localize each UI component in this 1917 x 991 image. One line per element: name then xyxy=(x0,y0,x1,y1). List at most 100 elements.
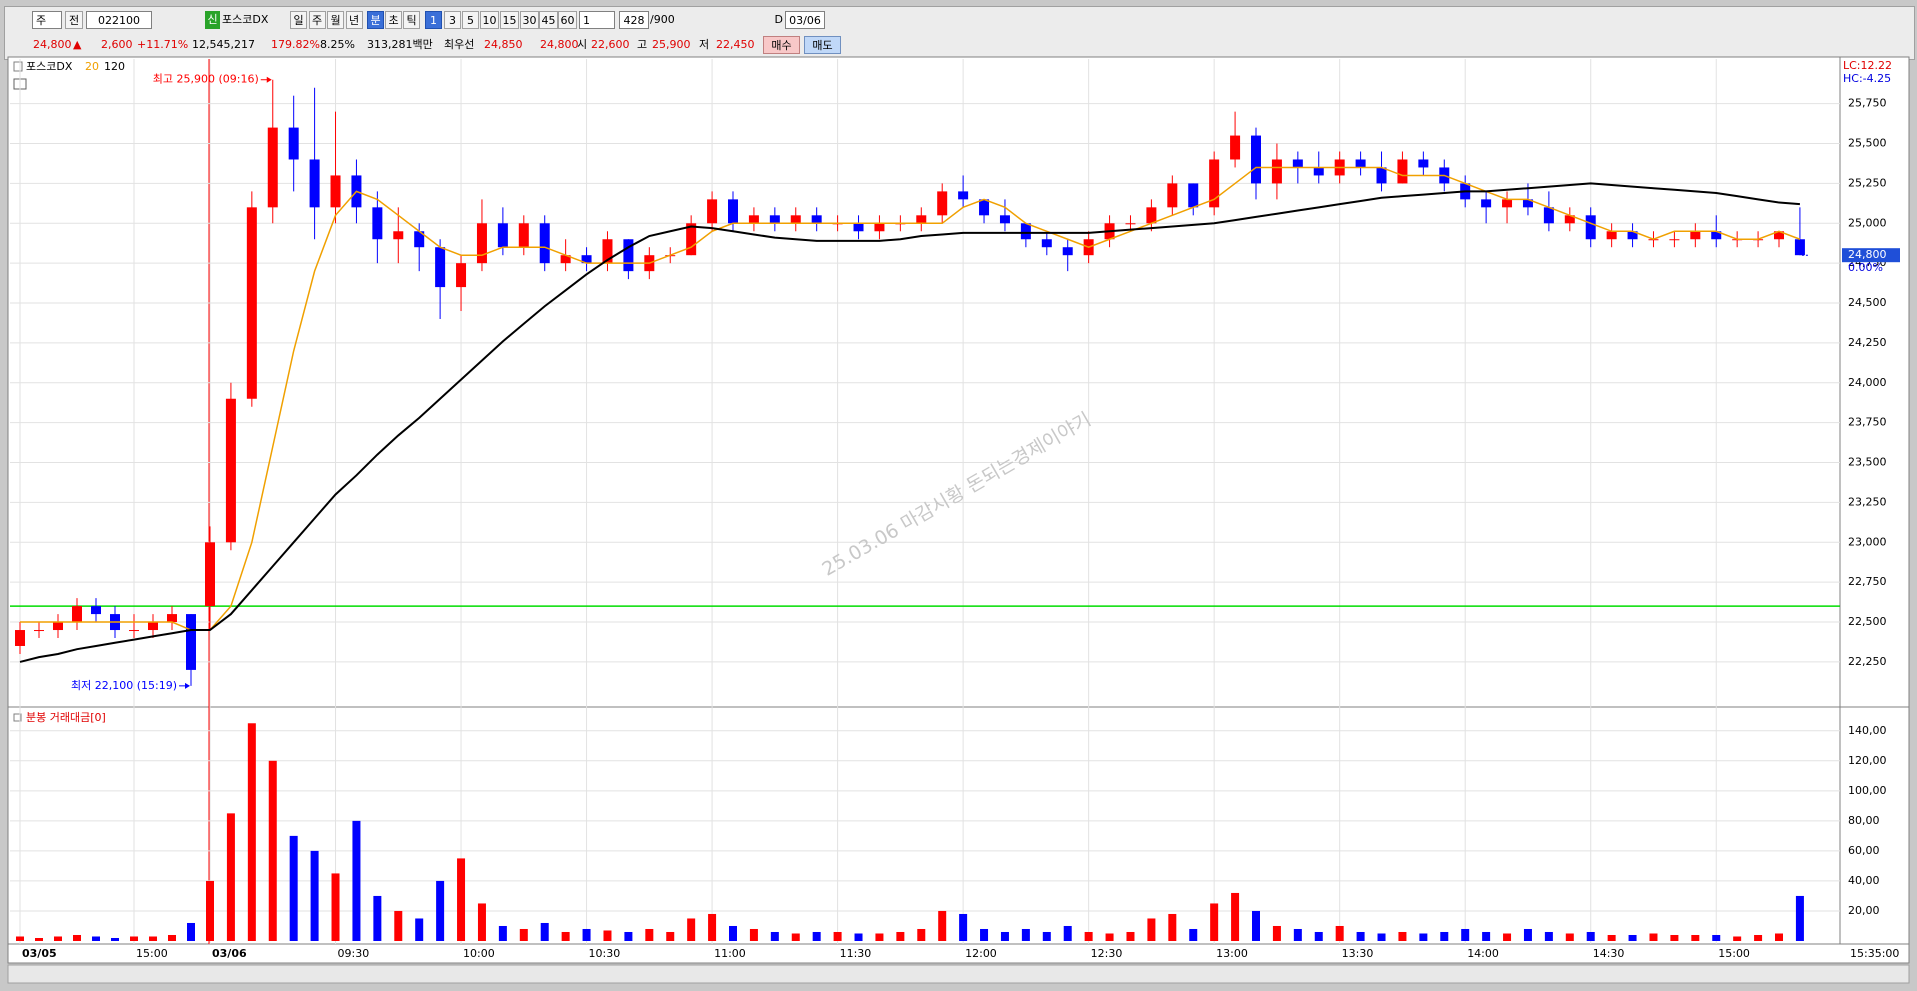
candle-body xyxy=(34,630,44,632)
unit-button[interactable]: 분 xyxy=(367,11,384,29)
volume-bar xyxy=(1000,931,1009,941)
candle-body xyxy=(1167,183,1178,208)
quote-amount: 313,281백만 xyxy=(367,38,433,51)
volume-bar xyxy=(1210,903,1219,941)
volume-bar xyxy=(875,933,884,941)
volume-bar xyxy=(373,895,382,941)
candle-body xyxy=(1251,135,1261,184)
moving-average xyxy=(20,166,1801,631)
legend-entry: 120 xyxy=(104,60,125,73)
x-tick-label: 12:30 xyxy=(1091,947,1123,960)
volume-bar xyxy=(1314,931,1323,941)
volume-bar xyxy=(206,880,214,941)
period-select[interactable]: 주 xyxy=(32,11,62,29)
badge: 신 xyxy=(205,11,220,29)
volume-bar xyxy=(1503,933,1512,941)
volume-bar xyxy=(561,931,570,941)
date-check[interactable]: D xyxy=(774,13,783,26)
quote-high-label: 고 xyxy=(637,38,648,51)
volume-bar xyxy=(310,850,319,941)
period-button[interactable]: 일 xyxy=(290,11,307,29)
candle-body xyxy=(1794,239,1805,256)
candle-body xyxy=(1313,167,1324,176)
volume-bar xyxy=(1272,925,1281,941)
volume-bar xyxy=(1231,892,1240,941)
x-tick-label: 13:00 xyxy=(1216,947,1248,960)
x-tick-label: 13:30 xyxy=(1342,947,1374,960)
interval-button[interactable]: 10 xyxy=(480,11,499,29)
candle-body xyxy=(476,223,487,264)
candle-body xyxy=(1230,135,1241,160)
interval-button[interactable]: 60 xyxy=(558,11,577,29)
interval-button[interactable]: 45 xyxy=(539,11,558,29)
candle-body xyxy=(1376,167,1387,184)
volume-bar xyxy=(770,931,779,941)
volume-bar xyxy=(1042,931,1051,941)
candle-body xyxy=(1062,247,1073,256)
volume-bar xyxy=(268,760,277,941)
code-input[interactable]: 022100 xyxy=(86,11,152,29)
current-price-box xyxy=(1842,248,1900,263)
candle-body xyxy=(288,127,299,160)
volume-bar xyxy=(1440,931,1449,941)
volume-icon xyxy=(13,713,22,722)
unit-button[interactable]: 초 xyxy=(385,11,402,29)
candle-body xyxy=(205,542,215,607)
x-tick-label: 10:30 xyxy=(589,947,621,960)
period-button[interactable]: 주 xyxy=(308,11,326,29)
quote-open-label: 시 xyxy=(577,38,588,51)
unit-button[interactable]: 틱 xyxy=(403,11,420,29)
interval-button[interactable]: 5 xyxy=(462,11,479,29)
volume-bar xyxy=(1147,918,1156,941)
interval-button[interactable]: 1 xyxy=(425,11,442,29)
volume-bar xyxy=(1482,931,1491,941)
volume-bar xyxy=(1168,913,1177,941)
footer-time: 15:35:00 xyxy=(1850,947,1899,960)
interval-button[interactable]: 3 xyxy=(444,11,461,29)
quote-price: 24,800 xyxy=(33,38,72,51)
interval-button[interactable]: 15 xyxy=(500,11,519,29)
quote-turnover: 8.25% xyxy=(320,38,355,51)
x-tick-label: 15:00 xyxy=(136,947,168,960)
candle-body xyxy=(148,622,158,631)
candle-body xyxy=(1669,239,1680,241)
volume-bar xyxy=(1691,934,1700,941)
multiplier-select[interactable]: 1 xyxy=(579,11,615,29)
volume-bar xyxy=(729,925,737,941)
x-tick-label: 15:00 xyxy=(1718,947,1750,960)
interval-button[interactable]: 30 xyxy=(520,11,539,29)
current-price: 24,800 xyxy=(1848,248,1887,261)
volume-bar xyxy=(54,936,62,941)
count-input[interactable]: 428 xyxy=(619,11,649,29)
date-input[interactable]: 03/06 xyxy=(785,11,825,29)
candle-body xyxy=(53,622,63,631)
candle-body xyxy=(15,630,25,646)
scrollbar[interactable] xyxy=(7,964,1910,984)
candle-body xyxy=(1774,231,1784,240)
candle-body xyxy=(456,263,467,288)
period-button[interactable]: 월 xyxy=(327,11,344,29)
sell-button[interactable]: 매도 xyxy=(804,36,841,54)
volume-bar xyxy=(980,928,989,941)
volume-bar xyxy=(666,931,675,941)
y-tick-label: 25,750 xyxy=(1848,97,1887,110)
candle-body xyxy=(1041,239,1052,248)
period-button[interactable]: 년 xyxy=(345,11,363,29)
y-tick-label: 25,250 xyxy=(1848,176,1887,189)
volume-bar xyxy=(35,937,43,941)
candle-body xyxy=(1522,199,1533,208)
view-button[interactable]: 전 xyxy=(65,11,83,29)
volume-bar xyxy=(854,933,863,941)
candle-body xyxy=(1606,231,1617,240)
y-tick-label: 22,750 xyxy=(1848,575,1887,588)
x-tick-label: 09:30 xyxy=(338,947,370,960)
candle-body xyxy=(707,199,718,224)
buy-button[interactable]: 매수 xyxy=(763,36,800,54)
volume-bar xyxy=(1795,895,1804,941)
y-tick-label: 100,00 xyxy=(1848,784,1887,797)
quote-ask: 24,850 xyxy=(484,38,523,51)
volume-bar xyxy=(149,936,157,941)
annotation: 최고 25,900 (09:16) xyxy=(153,73,259,86)
volume-bar xyxy=(896,931,905,941)
candle-body xyxy=(393,231,404,240)
